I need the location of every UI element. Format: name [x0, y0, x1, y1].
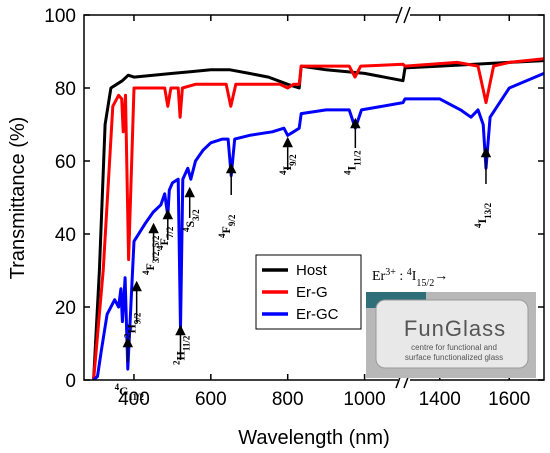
series-layer: [92, 57, 544, 380]
y-tick-label: 80: [55, 79, 76, 100]
y-tick-label: 60: [55, 152, 76, 173]
legend: Host Er-G Er-GC: [255, 254, 362, 330]
transition-label: 4G11/2: [115, 382, 145, 402]
transition-label: 2H9/2: [123, 312, 143, 338]
inset-photo: FunGlass centre for functional andsurface…: [366, 292, 536, 378]
y-tick-label: 40: [55, 225, 76, 246]
y-tick-label: 100: [44, 6, 76, 27]
legend-label: Host: [296, 262, 328, 279]
transition-label: 4F3/2, 5/2: [141, 235, 161, 275]
photo-brand-text: FunGlass: [404, 316, 506, 341]
plot-frame: [83, 14, 545, 381]
series-line-er-gc: [92, 72, 544, 380]
transition-label: 4I13/2: [473, 202, 493, 228]
transition-label: 2H11/2: [172, 335, 192, 365]
photo-caption-line: surface functionalized glass: [405, 353, 503, 362]
axis-break-mark: [403, 6, 411, 24]
y-axis-title: Transmittance (%): [7, 117, 29, 280]
transition-label: 4I9/2: [278, 154, 298, 175]
transition-label: 4F9/2: [217, 214, 237, 238]
legend-label: Er-GC: [296, 306, 339, 323]
transition-label: 4F7/2: [155, 226, 175, 250]
axis-break-mark: [395, 6, 403, 24]
series-line-er-g: [92, 57, 544, 380]
photo-caption-line: centre for functional and: [411, 343, 497, 352]
y-tick-label: 20: [55, 298, 76, 319]
x-axis-title: Wavelength (nm): [238, 427, 390, 449]
legend-label: Er-G: [296, 284, 328, 301]
x-tick-label: 400: [118, 389, 150, 410]
y-tick-label: 0: [65, 371, 76, 392]
x-tick-label: 1600: [488, 389, 530, 410]
transition-label: 4S3/2: [181, 209, 201, 232]
ion-annotation: Er3+ : 4I15/2→: [372, 267, 448, 289]
transition-label: 4I11/2: [342, 150, 362, 175]
x-tick-label: 800: [272, 389, 304, 410]
x-tick-label: 1000: [343, 389, 385, 410]
glass-sample: [375, 299, 529, 369]
x-tick-label: 1400: [419, 389, 461, 410]
series-line-host: [92, 59, 544, 380]
x-tick-label: 600: [195, 389, 227, 410]
